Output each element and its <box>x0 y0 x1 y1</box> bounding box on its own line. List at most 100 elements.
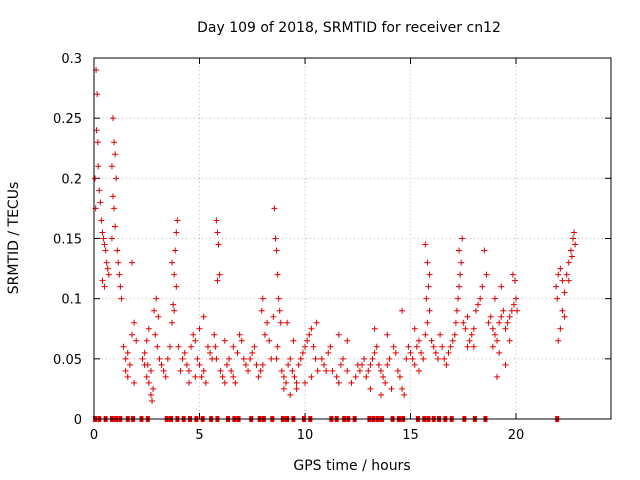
data-point <box>477 295 484 302</box>
data-point <box>133 337 140 344</box>
data-point <box>358 361 365 368</box>
data-point <box>470 325 477 332</box>
data-point <box>557 265 564 272</box>
data-point <box>453 307 460 314</box>
data-point <box>259 295 266 302</box>
x-tick-label: 10 <box>297 428 314 443</box>
data-point <box>487 313 494 320</box>
data-point <box>177 367 184 374</box>
data-point <box>382 379 389 386</box>
data-point <box>188 343 195 350</box>
data-point <box>290 337 297 344</box>
data-point <box>104 265 111 272</box>
data-point <box>128 259 135 266</box>
data-point <box>179 355 186 362</box>
data-point <box>112 151 119 158</box>
data-point <box>312 355 319 362</box>
data-point <box>99 229 106 236</box>
data-point <box>447 343 454 350</box>
data-markers <box>92 67 579 422</box>
data-point <box>456 247 463 254</box>
data-point <box>109 193 116 200</box>
data-point <box>561 313 568 320</box>
data-point <box>335 379 342 386</box>
data-point <box>213 217 220 224</box>
data-point <box>264 319 271 326</box>
data-point <box>451 331 458 338</box>
data-point <box>508 307 515 314</box>
data-point <box>147 391 154 398</box>
data-point <box>394 367 401 374</box>
data-point <box>258 307 265 314</box>
data-point <box>112 223 119 230</box>
data-point <box>489 343 496 350</box>
data-point <box>415 337 422 344</box>
data-point <box>361 355 368 362</box>
data-point <box>147 367 154 374</box>
data-point <box>236 331 243 338</box>
data-point <box>399 307 406 314</box>
data-point <box>238 337 245 344</box>
data-point <box>172 247 179 254</box>
data-point <box>422 331 429 338</box>
data-point <box>375 361 382 368</box>
data-point <box>500 307 507 314</box>
data-point <box>196 325 203 332</box>
data-point <box>565 277 572 284</box>
data-point <box>496 349 503 356</box>
data-point <box>102 247 109 254</box>
data-point <box>154 343 161 350</box>
data-point <box>462 325 469 332</box>
data-point <box>192 337 199 344</box>
data-point <box>109 115 116 122</box>
data-point <box>441 355 448 362</box>
data-point <box>101 241 108 248</box>
data-point <box>458 259 465 266</box>
data-point <box>144 361 151 368</box>
data-point <box>424 259 431 266</box>
data-point <box>443 361 450 368</box>
data-point <box>212 343 219 350</box>
data-point <box>424 319 431 326</box>
data-point <box>185 367 192 374</box>
data-point <box>423 295 430 302</box>
data-point <box>219 373 226 380</box>
data-point <box>114 247 121 254</box>
data-point <box>554 295 561 302</box>
y-tick-label: 0.3 <box>61 52 82 67</box>
data-point <box>511 277 518 284</box>
data-point <box>325 349 332 356</box>
data-point <box>384 331 391 338</box>
data-point <box>169 259 176 266</box>
data-point <box>491 331 498 338</box>
data-point <box>352 373 359 380</box>
y-tick-label: 0.25 <box>53 112 82 127</box>
data-point <box>274 343 281 350</box>
data-point <box>371 325 378 332</box>
data-point <box>94 91 101 98</box>
data-point <box>171 307 178 314</box>
data-point <box>268 355 275 362</box>
data-point <box>571 229 578 236</box>
data-point <box>111 139 118 146</box>
data-point <box>567 247 574 254</box>
data-point <box>194 355 201 362</box>
data-point <box>192 373 199 380</box>
data-point <box>553 283 560 290</box>
data-point <box>455 295 462 302</box>
data-point <box>116 271 123 278</box>
data-point <box>502 361 509 368</box>
data-point <box>468 331 475 338</box>
data-point <box>285 361 292 368</box>
data-point <box>340 355 347 362</box>
data-point <box>314 367 321 374</box>
data-point <box>115 259 122 266</box>
data-point <box>270 313 277 320</box>
data-point <box>460 319 467 326</box>
data-point <box>139 355 146 362</box>
data-point <box>456 283 463 290</box>
data-point <box>498 313 505 320</box>
data-point <box>489 325 496 332</box>
data-point <box>126 361 133 368</box>
data-point <box>363 373 370 380</box>
